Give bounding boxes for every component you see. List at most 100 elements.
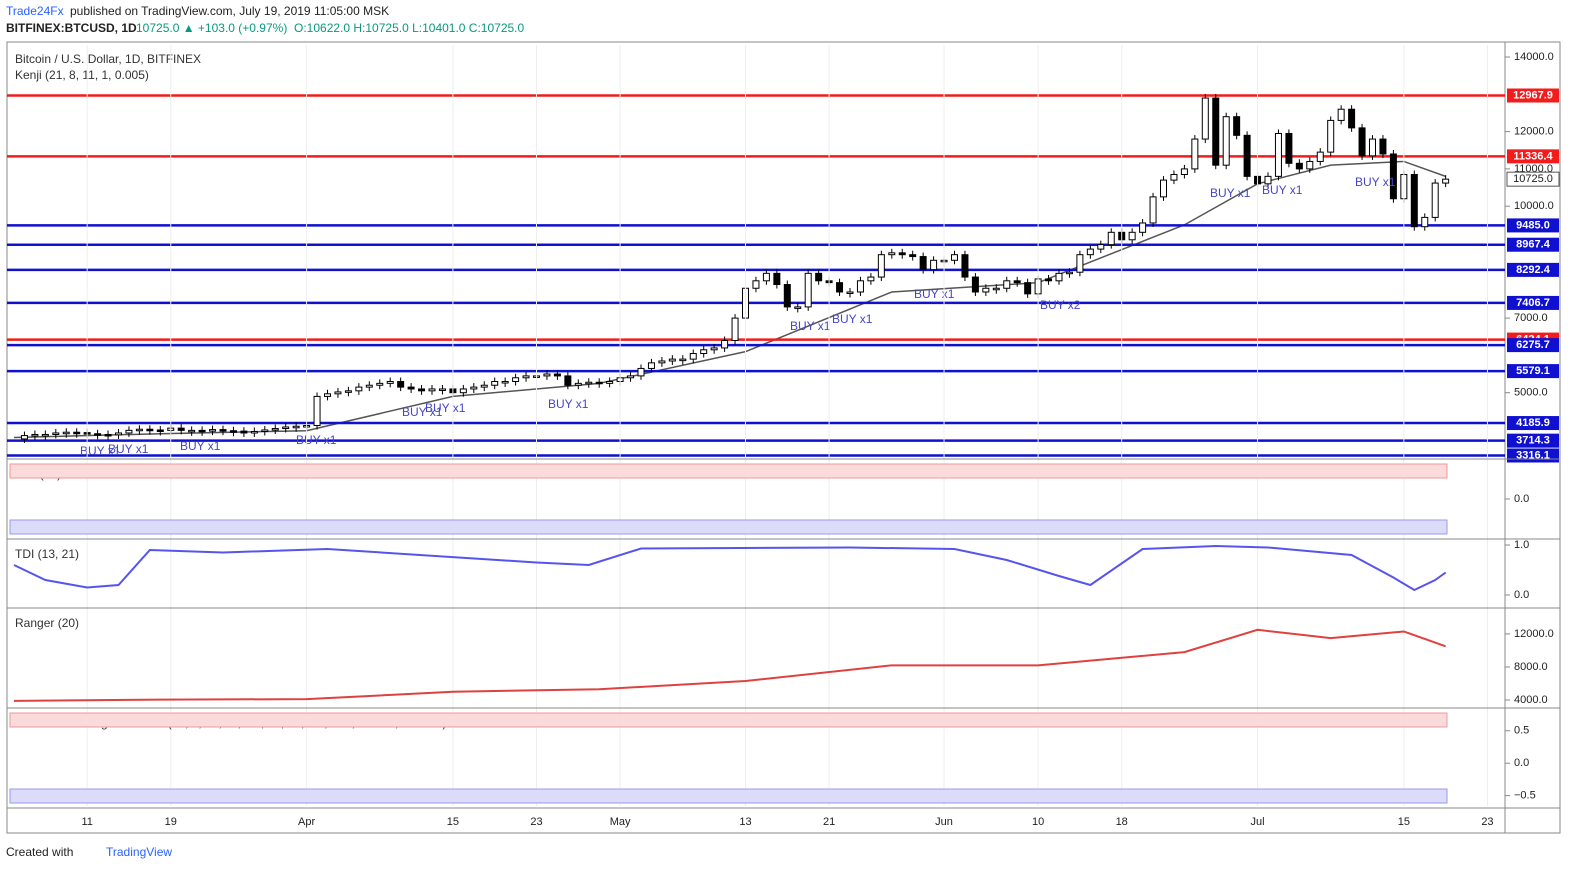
- y-tick-label: 12000.0: [1514, 126, 1554, 138]
- ohlc: O:10622.0 H:10725.0 L:10401.0 C:10725.0: [294, 21, 525, 35]
- candle: [595, 381, 603, 385]
- pane-title: Ranger (20): [15, 616, 79, 630]
- candle: [961, 254, 969, 278]
- candle: [386, 381, 394, 384]
- candle: [606, 381, 614, 384]
- candle: [1233, 116, 1241, 136]
- candle: [1358, 127, 1366, 157]
- x-tick-label: May: [610, 816, 631, 828]
- level-label: 4185.9: [1516, 417, 1550, 429]
- level-label: 8292.4: [1516, 264, 1551, 276]
- candle: [428, 388, 436, 392]
- annotation: BUY x1: [296, 433, 337, 447]
- candle: [240, 430, 248, 434]
- candle: [209, 429, 217, 432]
- candle: [52, 432, 60, 435]
- footer: Created with: [6, 845, 73, 859]
- y-tick-label: 14000.0: [1514, 51, 1554, 63]
- level-label: 5579.1: [1516, 365, 1550, 377]
- candle: [846, 291, 854, 294]
- candle: [710, 347, 718, 351]
- candle: [146, 428, 154, 432]
- last-tag: [1506, 171, 1560, 187]
- candle: [1149, 196, 1157, 224]
- candle: [512, 377, 520, 383]
- brand[interactable]: TradingView: [106, 845, 172, 859]
- level-label: 12967.9: [1513, 89, 1553, 101]
- x-tick-label: 23: [1481, 816, 1493, 828]
- candle: [1285, 132, 1293, 164]
- level-label: 6275.7: [1516, 339, 1550, 351]
- candle: [877, 254, 885, 278]
- candle: [1212, 97, 1220, 166]
- candle: [73, 431, 81, 435]
- level-label: 7406.7: [1516, 297, 1550, 309]
- candle: [1379, 138, 1387, 155]
- indicator-line: [13, 628, 1446, 702]
- candle: [1191, 138, 1199, 170]
- candle: [1003, 280, 1011, 289]
- y-tick-label: −0.5: [1514, 790, 1536, 802]
- publisher[interactable]: Trade24Fx: [6, 4, 64, 18]
- candle: [867, 276, 875, 282]
- candle: [1410, 173, 1418, 228]
- candle: [794, 306, 802, 309]
- candle: [397, 381, 405, 388]
- candle: [762, 272, 770, 282]
- y-tick-label: 0.0: [1514, 589, 1529, 601]
- candle: [418, 388, 426, 392]
- candle: [658, 360, 666, 364]
- candle: [376, 382, 384, 386]
- candle: [982, 287, 990, 293]
- x-tick-label: 18: [1116, 816, 1128, 828]
- candle: [909, 254, 917, 258]
- candle: [836, 282, 844, 293]
- candle: [1431, 182, 1439, 218]
- candle: [585, 381, 593, 385]
- x-tick-label: 10: [1032, 816, 1044, 828]
- candle: [104, 433, 112, 437]
- candle: [1201, 97, 1209, 140]
- candle: [407, 386, 415, 390]
- candle: [334, 391, 342, 395]
- candle: [1065, 271, 1073, 275]
- annotation: BUY x1: [914, 287, 955, 301]
- candle: [261, 429, 269, 432]
- candle: [992, 287, 1000, 291]
- candle: [438, 388, 446, 391]
- candle: [20, 435, 28, 440]
- candle: [1076, 254, 1084, 273]
- band-upper: [9, 712, 1448, 728]
- candle: [177, 427, 185, 431]
- candle: [1128, 231, 1136, 241]
- annotation: BUY x1: [790, 319, 831, 333]
- kenji-line: [13, 160, 1446, 439]
- candle: [564, 375, 572, 386]
- level-tag: [1507, 218, 1559, 233]
- x-tick-label: 21: [823, 816, 835, 828]
- x-tick-label: Jul: [1251, 816, 1265, 828]
- candle: [365, 384, 373, 388]
- candle: [271, 427, 279, 431]
- candle: [1045, 278, 1053, 282]
- y-tick-label: 10000.0: [1514, 200, 1554, 212]
- x-tick-label: 11: [81, 816, 92, 828]
- candle: [470, 386, 478, 390]
- candle: [1170, 173, 1178, 181]
- pane-subtitle: Kenji (21, 8, 11, 1, 0.005): [15, 68, 149, 82]
- level-tag: [1507, 433, 1559, 448]
- candle: [41, 433, 49, 437]
- y-tick-label: 0.0: [1514, 757, 1529, 769]
- candle: [1295, 162, 1303, 170]
- candle: [459, 388, 467, 394]
- candle: [1107, 231, 1115, 246]
- x-tick-label: 23: [530, 816, 542, 828]
- candle: [647, 362, 655, 369]
- annotation: BUY x1: [832, 312, 873, 326]
- candle: [731, 317, 739, 341]
- pane-title: Bitcoin / U.S. Dollar, 1D, BITFINEX: [15, 52, 201, 66]
- candle: [898, 252, 906, 256]
- candle: [1097, 244, 1105, 250]
- pane-title: TDI (13, 21): [15, 547, 79, 561]
- level-tag: [1507, 237, 1559, 252]
